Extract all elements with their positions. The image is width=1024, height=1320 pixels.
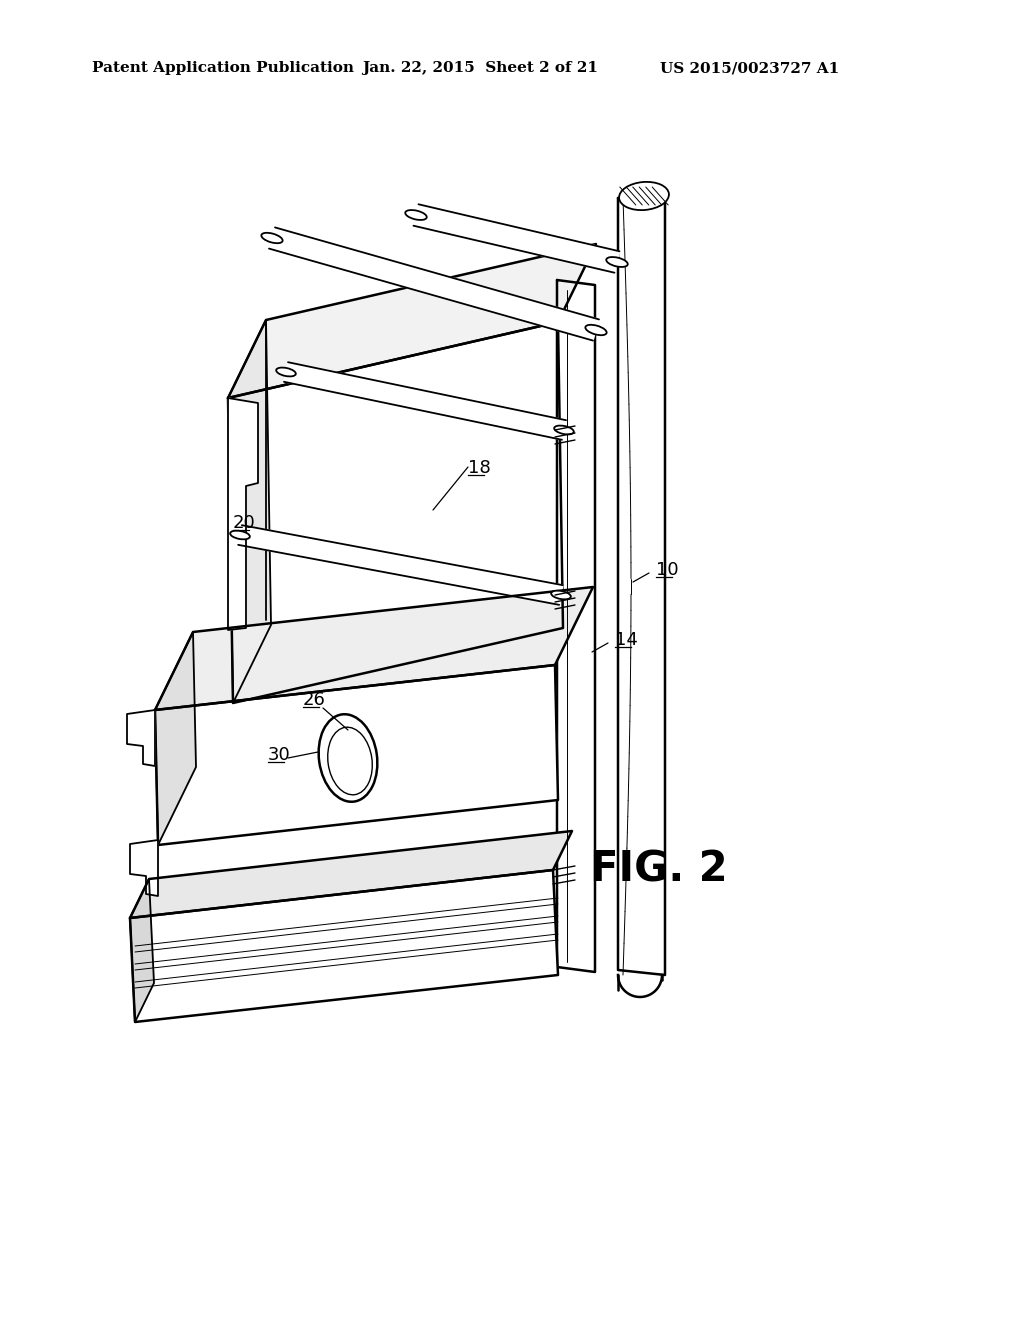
Text: US 2015/0023727 A1: US 2015/0023727 A1 [660, 61, 840, 75]
Polygon shape [155, 665, 558, 845]
Ellipse shape [276, 367, 296, 376]
Ellipse shape [551, 590, 570, 599]
Text: 30: 30 [268, 746, 291, 764]
Polygon shape [414, 205, 620, 273]
Text: 26: 26 [303, 690, 326, 709]
Polygon shape [155, 587, 593, 710]
Polygon shape [228, 244, 596, 399]
Polygon shape [284, 362, 566, 440]
Polygon shape [155, 632, 196, 845]
Ellipse shape [318, 714, 378, 801]
Text: 10: 10 [656, 561, 679, 579]
Ellipse shape [586, 325, 606, 335]
Ellipse shape [230, 531, 250, 540]
Text: Jan. 22, 2015  Sheet 2 of 21: Jan. 22, 2015 Sheet 2 of 21 [362, 61, 598, 75]
Polygon shape [228, 399, 258, 630]
Polygon shape [130, 832, 572, 917]
Ellipse shape [554, 425, 573, 434]
Ellipse shape [261, 232, 283, 243]
Text: 14: 14 [615, 631, 638, 649]
Polygon shape [269, 227, 599, 341]
Ellipse shape [328, 727, 373, 795]
Text: Patent Application Publication: Patent Application Publication [92, 61, 354, 75]
Polygon shape [130, 840, 158, 896]
Text: 20: 20 [233, 513, 256, 532]
Ellipse shape [620, 182, 669, 210]
Text: FIG. 2: FIG. 2 [590, 849, 728, 891]
Polygon shape [127, 710, 155, 766]
Polygon shape [130, 879, 154, 1022]
Polygon shape [557, 280, 595, 972]
Polygon shape [130, 870, 558, 1022]
Polygon shape [618, 198, 665, 975]
Polygon shape [239, 525, 563, 605]
Polygon shape [228, 319, 271, 704]
Ellipse shape [406, 210, 427, 220]
Text: 18: 18 [468, 459, 490, 477]
Polygon shape [228, 322, 563, 704]
Ellipse shape [606, 257, 628, 267]
